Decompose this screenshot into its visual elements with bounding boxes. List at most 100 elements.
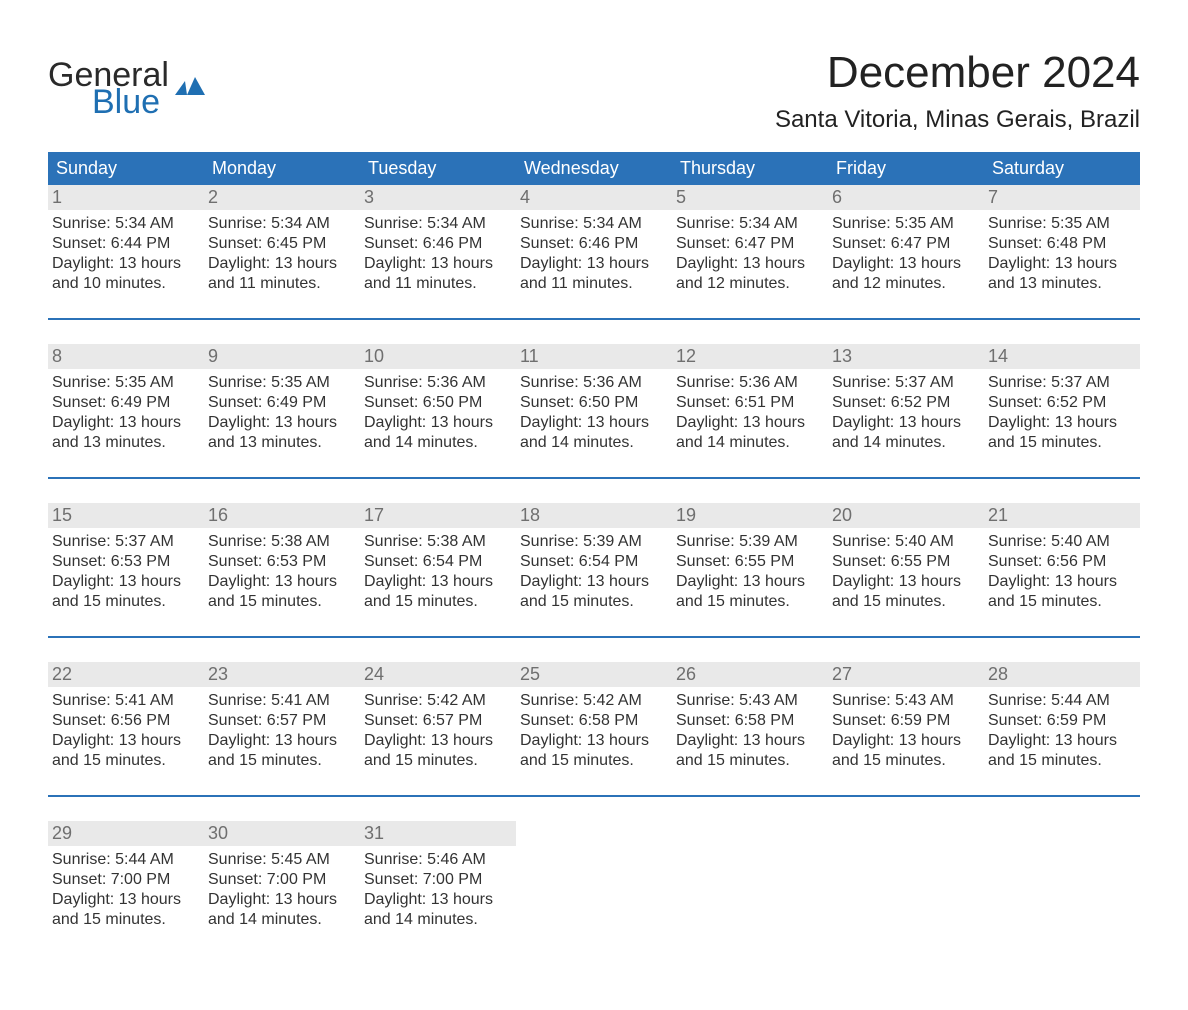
sunset-line: Sunset: 6:48 PM — [988, 234, 1134, 254]
day-number: 27 — [828, 662, 984, 687]
day-body: Sunrise: 5:45 AMSunset: 7:00 PMDaylight:… — [204, 846, 360, 930]
sunrise-line: Sunrise: 5:42 AM — [520, 691, 666, 711]
calendar-body: 1Sunrise: 5:34 AMSunset: 6:44 PMDaylight… — [48, 185, 1140, 954]
day-body: Sunrise: 5:34 AMSunset: 6:46 PMDaylight:… — [360, 210, 516, 294]
sunset-line: Sunset: 6:54 PM — [520, 552, 666, 572]
sunrise-line: Sunrise: 5:39 AM — [520, 532, 666, 552]
daylight-line: Daylight: 13 hours and 15 minutes. — [364, 572, 510, 612]
day-number: 22 — [48, 662, 204, 687]
calendar-cell: 4Sunrise: 5:34 AMSunset: 6:46 PMDaylight… — [516, 185, 672, 319]
sunrise-line: Sunrise: 5:41 AM — [52, 691, 198, 711]
daylight-line: Daylight: 13 hours and 15 minutes. — [52, 731, 198, 771]
day-number: 10 — [360, 344, 516, 369]
day-body: Sunrise: 5:46 AMSunset: 7:00 PMDaylight:… — [360, 846, 516, 930]
sunset-line: Sunset: 7:00 PM — [364, 870, 510, 890]
sunrise-line: Sunrise: 5:44 AM — [988, 691, 1134, 711]
calendar-cell: 31Sunrise: 5:46 AMSunset: 7:00 PMDayligh… — [360, 821, 516, 954]
day-body: Sunrise: 5:34 AMSunset: 6:45 PMDaylight:… — [204, 210, 360, 294]
daylight-line: Daylight: 13 hours and 15 minutes. — [988, 731, 1134, 771]
daylight-line: Daylight: 13 hours and 15 minutes. — [520, 731, 666, 771]
sunrise-line: Sunrise: 5:43 AM — [832, 691, 978, 711]
calendar-cell: 25Sunrise: 5:42 AMSunset: 6:58 PMDayligh… — [516, 662, 672, 796]
day-body: Sunrise: 5:38 AMSunset: 6:53 PMDaylight:… — [204, 528, 360, 612]
week-rule — [48, 637, 1140, 662]
weekday-header: Friday — [828, 152, 984, 185]
day-number: 31 — [360, 821, 516, 846]
day-number: 3 — [360, 185, 516, 210]
sunset-line: Sunset: 6:51 PM — [676, 393, 822, 413]
calendar-cell: 17Sunrise: 5:38 AMSunset: 6:54 PMDayligh… — [360, 503, 516, 637]
daylight-line: Daylight: 13 hours and 15 minutes. — [520, 572, 666, 612]
sunrise-line: Sunrise: 5:46 AM — [364, 850, 510, 870]
sunset-line: Sunset: 6:52 PM — [988, 393, 1134, 413]
calendar-cell: 9Sunrise: 5:35 AMSunset: 6:49 PMDaylight… — [204, 344, 360, 478]
day-number: 8 — [48, 344, 204, 369]
sunset-line: Sunset: 6:47 PM — [676, 234, 822, 254]
calendar-cell: 7Sunrise: 5:35 AMSunset: 6:48 PMDaylight… — [984, 185, 1140, 319]
calendar-cell: 24Sunrise: 5:42 AMSunset: 6:57 PMDayligh… — [360, 662, 516, 796]
brand-word: General Blue — [48, 60, 169, 119]
sunset-line: Sunset: 6:55 PM — [832, 552, 978, 572]
sunset-line: Sunset: 6:55 PM — [676, 552, 822, 572]
day-body: Sunrise: 5:39 AMSunset: 6:54 PMDaylight:… — [516, 528, 672, 612]
sunrise-line: Sunrise: 5:43 AM — [676, 691, 822, 711]
day-number: 16 — [204, 503, 360, 528]
title-block: December 2024 Santa Vitoria, Minas Gerai… — [775, 48, 1140, 152]
calendar-week: 29Sunrise: 5:44 AMSunset: 7:00 PMDayligh… — [48, 821, 1140, 954]
sunset-line: Sunset: 6:57 PM — [208, 711, 354, 731]
weekday-header: Wednesday — [516, 152, 672, 185]
sunset-line: Sunset: 6:57 PM — [364, 711, 510, 731]
calendar-cell: 30Sunrise: 5:45 AMSunset: 7:00 PMDayligh… — [204, 821, 360, 954]
day-number: 9 — [204, 344, 360, 369]
day-number: 19 — [672, 503, 828, 528]
sunset-line: Sunset: 7:00 PM — [208, 870, 354, 890]
calendar-cell: 5Sunrise: 5:34 AMSunset: 6:47 PMDaylight… — [672, 185, 828, 319]
weekday-header: Sunday — [48, 152, 204, 185]
day-body: Sunrise: 5:40 AMSunset: 6:55 PMDaylight:… — [828, 528, 984, 612]
daylight-line: Daylight: 13 hours and 14 minutes. — [832, 413, 978, 453]
daylight-line: Daylight: 13 hours and 13 minutes. — [208, 413, 354, 453]
day-body: Sunrise: 5:43 AMSunset: 6:59 PMDaylight:… — [828, 687, 984, 771]
day-number: 13 — [828, 344, 984, 369]
day-number: 17 — [360, 503, 516, 528]
day-body: Sunrise: 5:38 AMSunset: 6:54 PMDaylight:… — [360, 528, 516, 612]
sunrise-line: Sunrise: 5:34 AM — [52, 214, 198, 234]
daylight-line: Daylight: 13 hours and 14 minutes. — [520, 413, 666, 453]
calendar-cell: 15Sunrise: 5:37 AMSunset: 6:53 PMDayligh… — [48, 503, 204, 637]
sunset-line: Sunset: 6:59 PM — [832, 711, 978, 731]
daylight-line: Daylight: 13 hours and 10 minutes. — [52, 254, 198, 294]
day-number: 11 — [516, 344, 672, 369]
day-body: Sunrise: 5:36 AMSunset: 6:50 PMDaylight:… — [516, 369, 672, 453]
calendar-cell: 16Sunrise: 5:38 AMSunset: 6:53 PMDayligh… — [204, 503, 360, 637]
day-body: Sunrise: 5:42 AMSunset: 6:58 PMDaylight:… — [516, 687, 672, 771]
calendar-cell: 22Sunrise: 5:41 AMSunset: 6:56 PMDayligh… — [48, 662, 204, 796]
sunrise-line: Sunrise: 5:37 AM — [988, 373, 1134, 393]
sunset-line: Sunset: 6:56 PM — [988, 552, 1134, 572]
calendar-week: 8Sunrise: 5:35 AMSunset: 6:49 PMDaylight… — [48, 344, 1140, 478]
day-number: 15 — [48, 503, 204, 528]
daylight-line: Daylight: 13 hours and 15 minutes. — [52, 572, 198, 612]
calendar-cell: 13Sunrise: 5:37 AMSunset: 6:52 PMDayligh… — [828, 344, 984, 478]
brand-logo: General Blue — [48, 60, 211, 119]
day-number: 29 — [48, 821, 204, 846]
day-body: Sunrise: 5:39 AMSunset: 6:55 PMDaylight:… — [672, 528, 828, 612]
calendar-week: 1Sunrise: 5:34 AMSunset: 6:44 PMDaylight… — [48, 185, 1140, 319]
sunrise-line: Sunrise: 5:44 AM — [52, 850, 198, 870]
calendar-cell: 1Sunrise: 5:34 AMSunset: 6:44 PMDaylight… — [48, 185, 204, 319]
calendar-table: Sunday Monday Tuesday Wednesday Thursday… — [48, 152, 1140, 954]
calendar-cell: 14Sunrise: 5:37 AMSunset: 6:52 PMDayligh… — [984, 344, 1140, 478]
daylight-line: Daylight: 13 hours and 14 minutes. — [364, 413, 510, 453]
daylight-line: Daylight: 13 hours and 13 minutes. — [988, 254, 1134, 294]
weekday-header: Monday — [204, 152, 360, 185]
day-number: 26 — [672, 662, 828, 687]
day-body: Sunrise: 5:37 AMSunset: 6:52 PMDaylight:… — [828, 369, 984, 453]
sunset-line: Sunset: 6:47 PM — [832, 234, 978, 254]
calendar-cell: 3Sunrise: 5:34 AMSunset: 6:46 PMDaylight… — [360, 185, 516, 319]
calendar-header: Sunday Monday Tuesday Wednesday Thursday… — [48, 152, 1140, 185]
sunrise-line: Sunrise: 5:36 AM — [676, 373, 822, 393]
sunrise-line: Sunrise: 5:35 AM — [208, 373, 354, 393]
sunset-line: Sunset: 6:52 PM — [832, 393, 978, 413]
day-body: Sunrise: 5:34 AMSunset: 6:47 PMDaylight:… — [672, 210, 828, 294]
sunrise-line: Sunrise: 5:40 AM — [988, 532, 1134, 552]
day-number: 14 — [984, 344, 1140, 369]
